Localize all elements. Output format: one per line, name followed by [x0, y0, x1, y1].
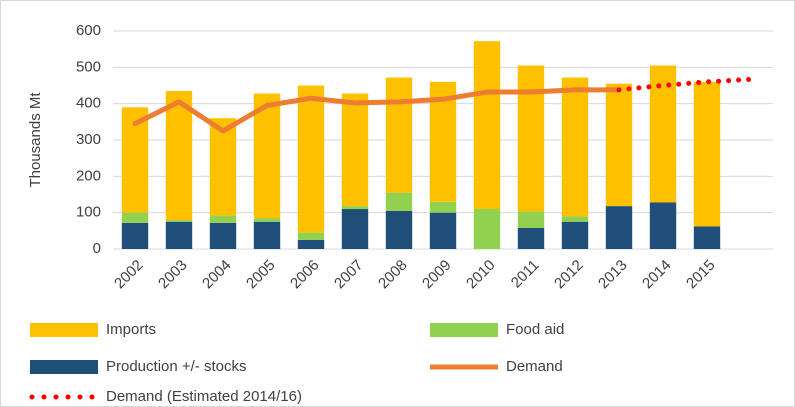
y-tick-label: 500 — [76, 58, 101, 75]
bar-segment — [121, 222, 149, 249]
bar-segment — [561, 221, 589, 249]
estimate-line — [616, 76, 754, 93]
bar-segment — [165, 219, 193, 222]
y-tick-label: 0 — [93, 240, 101, 257]
y-tick-label: 400 — [76, 95, 101, 112]
bar-segment — [429, 212, 457, 249]
bar-segment — [649, 65, 677, 203]
bar-segment — [297, 85, 325, 233]
legend-label: Demand (Estimated 2014/16) — [106, 388, 302, 405]
bar-segment — [385, 210, 413, 249]
bar-segment — [517, 65, 545, 212]
bar-segment — [473, 209, 501, 249]
bar-segment — [253, 93, 281, 219]
bar-segment — [341, 209, 369, 249]
bar-segment — [693, 226, 721, 249]
bar-segment — [385, 77, 413, 193]
bar-segment — [517, 211, 545, 228]
legend-label: Production +/- stocks — [106, 358, 246, 375]
bar-segment — [693, 81, 721, 227]
legend-label: Demand — [506, 358, 563, 375]
legend-label: Imports — [106, 321, 156, 338]
legend-swatch — [30, 323, 98, 337]
bar-segment — [209, 215, 237, 223]
bar-segment — [341, 206, 369, 210]
bar-segment — [429, 201, 457, 213]
bar-segment — [297, 232, 325, 240]
bar-segment — [605, 83, 633, 207]
bar-segment — [473, 41, 501, 210]
bar-segment — [297, 239, 325, 249]
y-axis-title: Thousands Mt — [27, 92, 44, 188]
bar-segment — [561, 77, 589, 217]
legend-label: Food aid — [506, 321, 564, 338]
bar-segment — [517, 227, 545, 249]
bar-segment — [209, 118, 237, 216]
bar-segment — [209, 222, 237, 249]
y-tick-label: 300 — [76, 131, 101, 148]
demand-line — [132, 87, 622, 134]
bar-segment — [165, 90, 193, 220]
bar-segment — [649, 202, 677, 249]
legend-swatch — [430, 323, 498, 337]
bar-segment — [561, 216, 589, 222]
bar-segment — [605, 206, 633, 249]
bar-segment — [253, 221, 281, 249]
bar-segment — [385, 192, 413, 211]
y-tick-label: 100 — [76, 204, 101, 221]
legend-swatch — [30, 360, 98, 374]
bar-segment — [165, 221, 193, 249]
y-tick-label: 600 — [76, 22, 101, 39]
bar-segment — [341, 93, 369, 207]
bar-segment — [121, 212, 149, 223]
y-tick-label: 200 — [76, 167, 101, 184]
bar-segment — [253, 218, 281, 222]
